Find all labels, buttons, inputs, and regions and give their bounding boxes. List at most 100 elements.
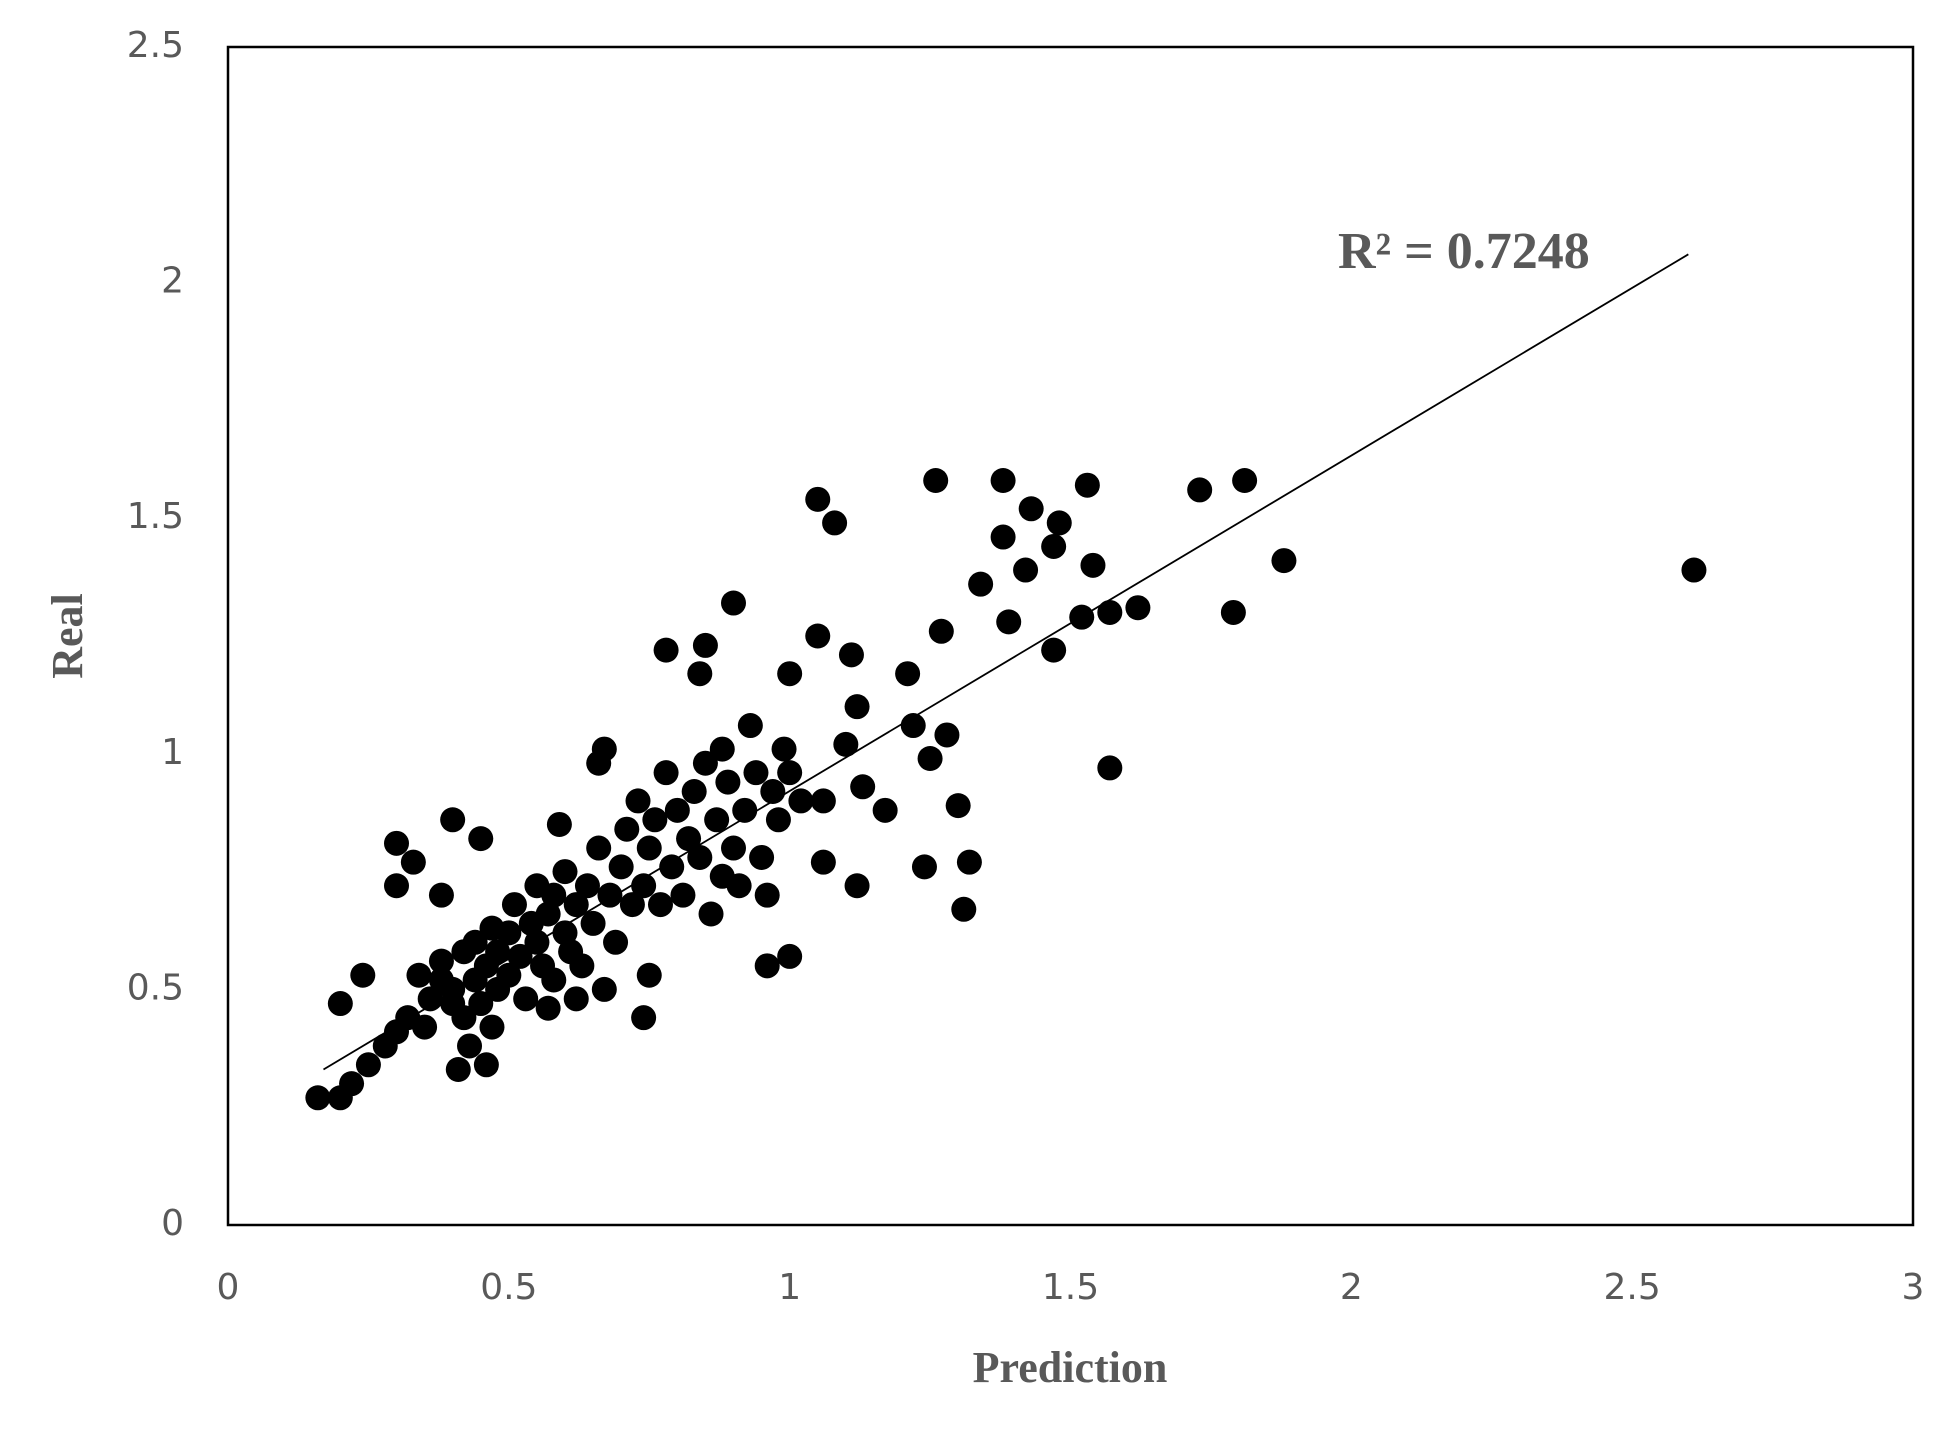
point: [1232, 468, 1258, 494]
point: [552, 859, 578, 885]
point: [911, 854, 937, 880]
point: [1097, 599, 1123, 625]
point: [496, 962, 522, 988]
point: [850, 774, 876, 800]
point: [350, 962, 376, 988]
y-tick-label: 1: [161, 732, 184, 773]
point: [552, 920, 578, 946]
point: [327, 991, 353, 1017]
point: [681, 778, 707, 804]
point: [872, 797, 898, 823]
x-tick-label: 3: [1902, 1267, 1925, 1308]
x-tick-label: 0.5: [480, 1267, 537, 1308]
point: [647, 892, 673, 918]
point: [754, 953, 780, 979]
point: [473, 1052, 499, 1078]
point: [428, 948, 454, 974]
point: [805, 623, 831, 649]
y-tick-label: 2.5: [127, 25, 184, 66]
x-tick-label: 1.5: [1042, 1267, 1099, 1308]
point: [822, 510, 848, 536]
point: [687, 844, 713, 870]
point: [743, 760, 769, 786]
point: [968, 571, 994, 597]
point: [619, 892, 645, 918]
point: [412, 1014, 438, 1040]
point: [810, 849, 836, 875]
point: [990, 524, 1016, 550]
point: [1041, 533, 1067, 559]
point: [1125, 595, 1151, 621]
point: [457, 1033, 483, 1059]
point: [608, 854, 634, 880]
point: [586, 750, 612, 776]
point: [462, 929, 488, 955]
point: [591, 976, 617, 1002]
point: [384, 873, 409, 899]
point: [445, 1057, 471, 1083]
point: [721, 590, 746, 616]
point: [1080, 552, 1106, 578]
point: [771, 736, 797, 762]
point: [659, 854, 685, 880]
point: [951, 896, 977, 922]
point: [704, 807, 730, 833]
point: [586, 835, 612, 861]
point: [1187, 477, 1213, 503]
x-tick-label: 2: [1340, 1267, 1363, 1308]
point: [513, 986, 539, 1012]
point: [535, 901, 561, 927]
point: [625, 788, 651, 814]
point: [923, 468, 949, 494]
point: [715, 769, 741, 795]
point: [1097, 755, 1123, 781]
point: [777, 943, 803, 969]
point: [732, 797, 758, 823]
point: [709, 736, 735, 762]
point: [636, 962, 662, 988]
annotation: R² = 0.7248: [1338, 223, 1590, 280]
point: [1041, 637, 1067, 663]
point: [1220, 599, 1246, 625]
point: [928, 618, 954, 644]
point: [384, 830, 409, 856]
point: [833, 731, 859, 757]
point: [990, 468, 1016, 494]
point: [687, 661, 713, 687]
point: [636, 835, 662, 861]
point: [895, 661, 921, 687]
point: [844, 873, 870, 899]
point: [726, 873, 752, 899]
point: [479, 1014, 505, 1040]
point: [754, 882, 780, 908]
point: [614, 816, 640, 842]
point: [468, 826, 494, 852]
point: [603, 929, 629, 955]
y-tick-label: 0: [161, 1203, 184, 1244]
point: [844, 694, 870, 720]
point: [417, 986, 443, 1012]
x-tick-label: 2.5: [1604, 1267, 1661, 1308]
point: [664, 797, 690, 823]
plot-frame: [226, 45, 1915, 1227]
point: [692, 632, 718, 658]
y-tick-label: 2: [161, 261, 184, 302]
point: [1681, 557, 1707, 583]
point: [670, 882, 696, 908]
point: [788, 788, 814, 814]
point: [749, 844, 775, 870]
point: [428, 882, 454, 908]
point: [653, 760, 679, 786]
point: [546, 811, 572, 837]
point: [468, 991, 494, 1017]
trendline: [323, 253, 1689, 1071]
point: [631, 873, 657, 899]
point: [765, 807, 791, 833]
point: [631, 1005, 657, 1031]
point: [355, 1052, 381, 1078]
point: [1271, 548, 1297, 574]
y-axis-title: Real: [43, 593, 92, 679]
point: [563, 892, 589, 918]
